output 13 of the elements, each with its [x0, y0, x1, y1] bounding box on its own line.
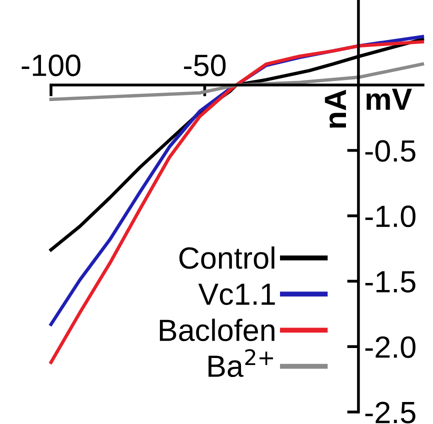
y-tick-label: -2.0: [365, 336, 416, 358]
y-tick-label: -1.5: [365, 271, 416, 293]
legend-label: Control: [179, 246, 274, 269]
y-axis-title: nA: [324, 90, 346, 128]
y-tick-label: -0.5: [365, 140, 416, 162]
y-tick-label: -2.5: [365, 402, 416, 424]
legend-label: Vc1.1: [198, 284, 275, 306]
legend-label: Ba$^{2+}$: [208, 349, 273, 378]
x-tick-label: -100: [22, 54, 80, 76]
y-tick-label: -1.0: [365, 206, 416, 228]
x-axis-title: mV: [366, 88, 412, 110]
x-tick-label: -50: [184, 54, 226, 76]
legend-label: Baclofen: [160, 318, 274, 342]
